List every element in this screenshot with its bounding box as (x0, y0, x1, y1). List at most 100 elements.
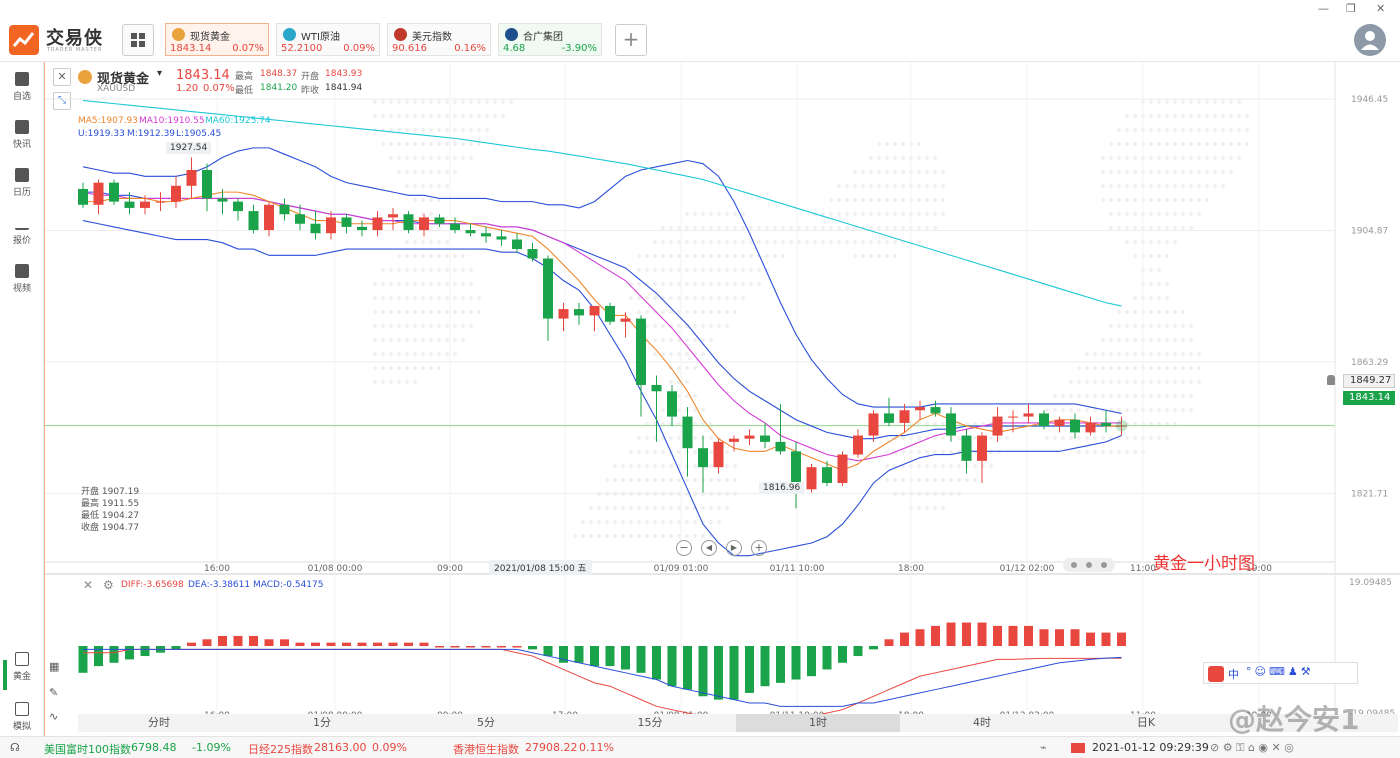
indicator-bar-icon[interactable]: ▦ (49, 660, 60, 673)
scroll-left-button[interactable]: ◀ (701, 540, 717, 556)
macd-histogram-bar (574, 646, 584, 663)
avatar[interactable] (1354, 24, 1386, 56)
status-tools-icons[interactable]: ⊘ ⚙ ⚿ ⌂ ◉ ✕ ◎ (1210, 741, 1294, 754)
ohlc-high: 最高 1911.55 (81, 499, 140, 509)
map-dot (1061, 394, 1065, 398)
index-price: 27908.22 (525, 741, 578, 754)
map-dot (421, 240, 425, 244)
map-dot (717, 324, 721, 328)
map-dot (669, 310, 673, 314)
map-dot (493, 114, 497, 118)
alert-bell-icon[interactable] (1327, 375, 1335, 385)
scroll-right-button[interactable]: ▶ (726, 540, 742, 556)
settings-gear-icon[interactable]: ⚙ (103, 578, 114, 592)
time-tick-label: 16:00 (204, 564, 230, 574)
map-dot (373, 380, 377, 384)
map-dot (821, 226, 825, 230)
close-chart-button[interactable]: ✕ (53, 68, 71, 86)
ticker-tab-wti[interactable]: WTI原油 52.2100 0.09% (276, 23, 380, 56)
candle-body (760, 435, 770, 442)
tab-timeframe[interactable]: 日K (1136, 716, 1156, 729)
map-dot (661, 450, 665, 454)
map-dot (901, 156, 905, 160)
map-dot (701, 282, 705, 286)
index-name[interactable]: 美国富时100指数 (44, 743, 131, 756)
map-dot (1157, 380, 1161, 384)
map-dot (789, 226, 793, 230)
symbol-name[interactable]: 现货黄金 (97, 72, 150, 87)
map-dot (725, 478, 729, 482)
map-dot (917, 198, 921, 202)
map-dot (621, 534, 625, 538)
ticker-price: 4.68 (503, 43, 526, 54)
sidebar-item-quotes[interactable]: 报价 (0, 216, 44, 246)
pencil-icon[interactable]: ✎ (49, 686, 59, 699)
sidebar-item-news[interactable]: 快讯 (0, 120, 44, 150)
sidebar-item-video[interactable]: 视频 (0, 264, 44, 294)
ticker-tab-gold[interactable]: 现货黄金 1843.14 0.07% (165, 23, 269, 56)
map-dot (893, 492, 897, 496)
macd-histogram-bar (497, 646, 506, 648)
map-dot (933, 492, 937, 496)
map-dot (693, 338, 697, 342)
map-dot (1093, 380, 1097, 384)
chart-canvas[interactable]: 1946.45 1904.87 1863.29 1821.71 16:00 16:00 01… (45, 62, 1400, 714)
map-dot (381, 366, 385, 370)
map-dot (917, 478, 921, 482)
add-ticker-button[interactable]: + (615, 24, 647, 56)
map-dot (709, 212, 713, 216)
sidebar-item-calendar[interactable]: 日历 (0, 168, 44, 198)
restore-icon[interactable]: ❐ (1346, 2, 1356, 15)
close-indicator-icon[interactable]: ✕ (83, 578, 94, 592)
map-dot (405, 114, 409, 118)
symbol-dropdown-icon[interactable]: ▾ (157, 68, 163, 79)
zoom-in-button[interactable]: + (751, 540, 767, 556)
map-dot (661, 254, 665, 258)
map-dot (765, 254, 769, 258)
sidebar-item-watchlist[interactable]: 自选 (0, 72, 44, 102)
map-dot (1085, 366, 1089, 370)
map-dot (1181, 156, 1185, 160)
map-dot (1101, 338, 1105, 342)
sidebar-item-gold[interactable]: 黄金 (0, 652, 44, 682)
tab-timeframe[interactable]: 5分 (477, 716, 495, 729)
headset-icon[interactable]: ☊ (10, 741, 20, 754)
ticker-tab-usd[interactable]: 美元指数 90.616 0.16% (387, 23, 491, 56)
map-dot (445, 156, 449, 160)
map-dot (733, 464, 737, 468)
time-tick-label: 01/12 02:00 (1000, 711, 1055, 714)
tab-timeframe[interactable]: 1分 (313, 716, 331, 729)
layout-grid-button[interactable] (122, 24, 154, 56)
wave-icon[interactable]: ∿ (49, 710, 59, 723)
map-dot (701, 212, 705, 216)
map-dot (429, 184, 433, 188)
alert-price-tag[interactable]: 1849.27 (1343, 374, 1395, 388)
map-dot (405, 100, 409, 104)
ime-toolbar[interactable]: 中 °☺⌨♟⚒ (1203, 662, 1358, 684)
tab-timeframe[interactable]: 15分 (637, 716, 663, 729)
tab-timeframe[interactable]: 4时 (973, 716, 991, 729)
more-options-button[interactable] (1063, 558, 1115, 572)
network-icon[interactable]: ⌁ (1040, 741, 1047, 754)
sidebar-item-demo[interactable]: 模拟 (0, 702, 44, 732)
macd-histogram-bar (869, 646, 878, 650)
map-dot (429, 296, 433, 300)
map-dot (717, 240, 721, 244)
ticker-tab-stock[interactable]: 合广集团 4.68 -3.90% (498, 23, 602, 56)
tab-timeframe-active[interactable]: 1时 (736, 714, 900, 732)
map-dot (397, 310, 401, 314)
candle-body (744, 435, 755, 439)
tab-timeframe[interactable]: 分时 (148, 716, 170, 729)
close-icon[interactable]: ✕ (1376, 2, 1386, 15)
map-dot (693, 450, 697, 454)
map-dot (1117, 324, 1121, 328)
draw-tool-icon[interactable]: ⤡ (53, 92, 71, 110)
zoom-out-button[interactable]: − (676, 540, 692, 556)
map-dot (1165, 142, 1169, 146)
index-name[interactable]: 香港恒生指数 (453, 743, 519, 756)
minimize-icon[interactable]: — (1318, 2, 1329, 15)
map-dot (661, 324, 665, 328)
index-name[interactable]: 日经225指数 (248, 743, 313, 756)
active-indicator (3, 660, 7, 690)
map-dot (461, 296, 465, 300)
